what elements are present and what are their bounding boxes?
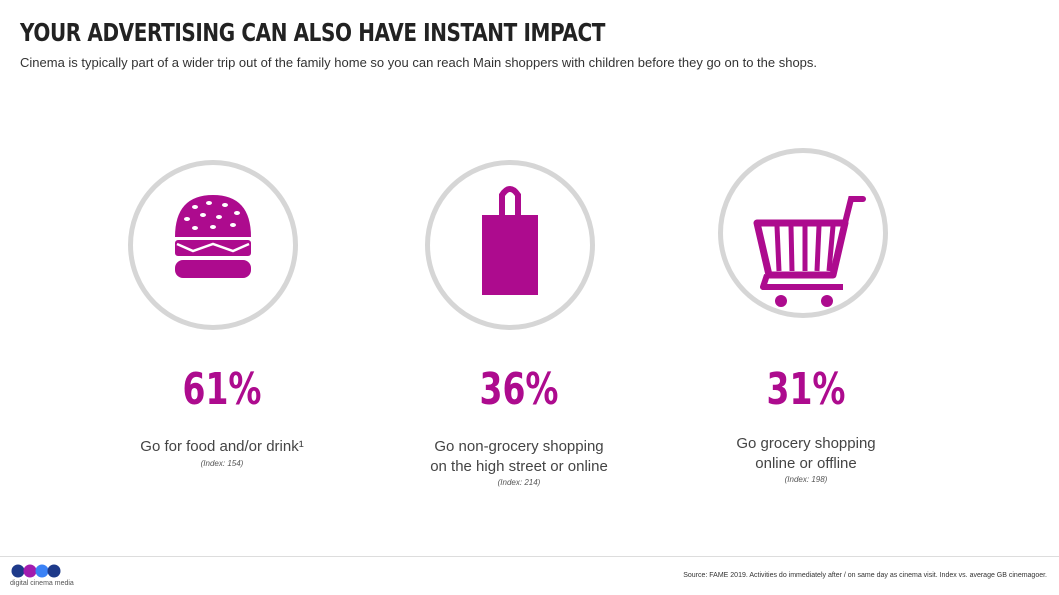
stat-index-food: (Index: 154) (200, 459, 244, 468)
stat-label-non-grocery-line-1: Go non-grocery shopping (434, 438, 604, 455)
shopping-cart-circle (718, 148, 888, 318)
shopping-bag-circle (425, 160, 595, 330)
stat-value-non-grocery: 36% (479, 364, 559, 415)
stat-label-grocery-line-1: Go grocery shopping (736, 435, 876, 452)
page-subtitle: Cinema is typically part of a wider trip… (20, 55, 818, 70)
stat-index-non-grocery: (Index: 214) (497, 478, 541, 487)
stat-label-non-grocery: Go non-grocery shopping on the high stre… (389, 437, 649, 477)
stat-label-grocery: Go grocery shopping online or offline (676, 434, 936, 474)
stat-label-food: Go for food and/or drink¹ (92, 437, 352, 457)
footer-divider (0, 556, 1059, 557)
shopping-cart-icon (753, 196, 866, 307)
stat-value-grocery: 31% (766, 364, 846, 415)
shopping-bag-icon (482, 186, 538, 295)
stat-label-non-grocery-line-2: on the high street or online (430, 458, 608, 475)
stat-value-food: 61% (182, 364, 262, 415)
stat-label-food-line: Go for food and/or drink¹ (140, 438, 304, 455)
stat-label-grocery-line-2: online or offline (755, 455, 857, 472)
burger-circle (128, 160, 298, 330)
source-note: Source: FAME 2019. Activities do immedia… (683, 572, 1047, 579)
page-title: YOUR ADVERTISING CAN ALSO HAVE INSTANT I… (20, 18, 606, 47)
stat-index-grocery: (Index: 198) (784, 475, 828, 484)
dcm-logo (11, 564, 61, 578)
burger-icon (175, 195, 251, 278)
logo-text: digital cinema media (10, 580, 74, 587)
